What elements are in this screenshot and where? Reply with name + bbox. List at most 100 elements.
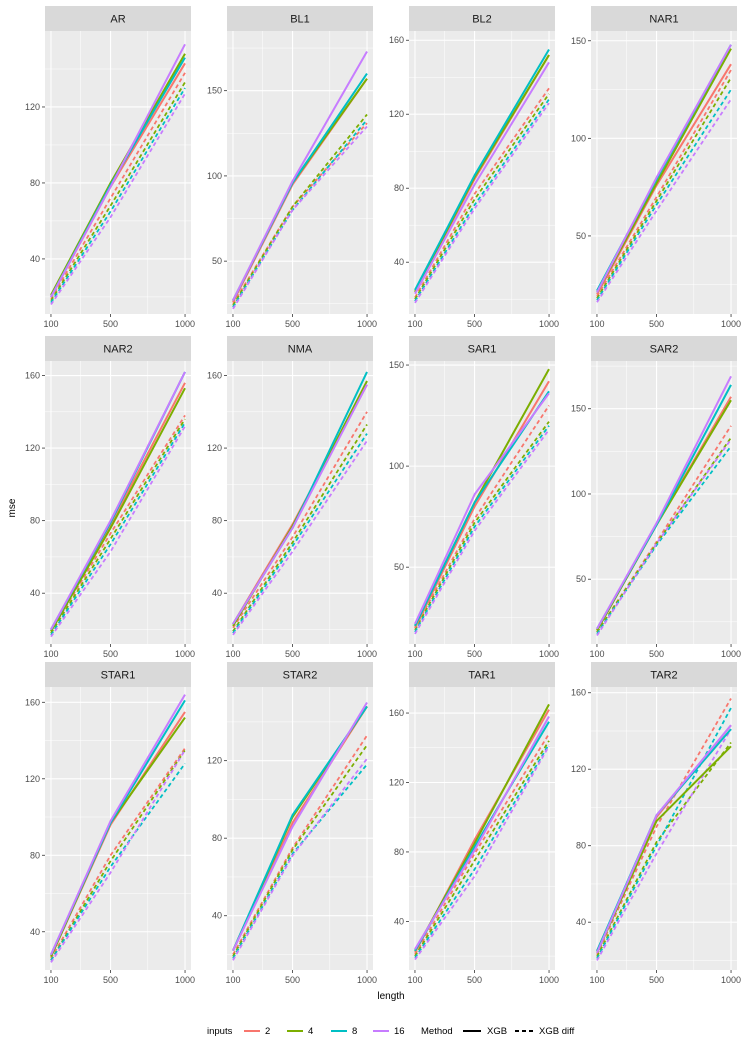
facet-strip	[591, 662, 737, 687]
series-line-xgb-diff-inputs-8	[414, 425, 550, 633]
y-tick-label: 80	[212, 833, 222, 843]
x-tick-label: 100	[225, 319, 240, 329]
y-tick-label: 120	[25, 443, 40, 453]
x-tick-label: 1000	[175, 649, 195, 659]
x-tick-label: 100	[407, 319, 422, 329]
facet-strip-label: SAR1	[468, 344, 497, 356]
series-line-xgb-diff-inputs-8	[232, 433, 368, 634]
series-line-xgb-inputs-16	[232, 701, 368, 952]
x-tick-label: 500	[103, 319, 118, 329]
facet-strip	[409, 6, 555, 31]
facet-strip-label: BL2	[472, 14, 492, 26]
x-tick-label: 100	[225, 975, 240, 985]
series-line-xgb-inputs-16	[50, 694, 186, 956]
series-line-xgb-diff-inputs-8	[50, 762, 186, 961]
y-tick-label: 40	[212, 911, 222, 921]
facet-strip	[227, 6, 373, 31]
series-line-xgb-diff-inputs-8	[414, 98, 550, 302]
y-tick-label: 80	[30, 516, 40, 526]
y-tick-label: 80	[576, 841, 586, 851]
legend-label-inputs-2: 2	[265, 1026, 270, 1037]
series-line-xgb-inputs-16	[596, 724, 732, 954]
facet-strip	[409, 662, 555, 687]
series-line-xgb-diff-inputs-2	[232, 411, 368, 629]
series-line-xgb-diff-inputs-2	[414, 87, 550, 298]
series-line-xgb-inputs-16	[50, 43, 186, 298]
x-tick-label: 500	[285, 649, 300, 659]
series-line-xgb-diff-inputs-8	[414, 743, 550, 959]
y-tick-label: 40	[394, 916, 404, 926]
series-line-xgb-diff-inputs-4	[50, 749, 186, 961]
y-tick-label: 120	[389, 777, 404, 787]
x-tick-label: 500	[285, 975, 300, 985]
y-tick-label: 40	[576, 917, 586, 927]
x-tick-label: 1000	[721, 649, 741, 659]
series-line-xgb-diff-inputs-4	[414, 421, 550, 631]
series-line-xgb-diff-inputs-4	[232, 113, 368, 306]
series-line-xgb-diff-inputs-4	[50, 81, 186, 302]
y-tick-label: 150	[389, 360, 404, 370]
y-tick-label: 40	[30, 927, 40, 937]
y-tick-label: 80	[394, 183, 404, 193]
y-tick-label: 40	[212, 588, 222, 598]
legend-label-inputs-4: 4	[308, 1026, 313, 1037]
facet-strip-label: STAR2	[283, 670, 318, 682]
y-tick-label: 50	[576, 574, 586, 584]
x-tick-label: 1000	[175, 975, 195, 985]
x-tick-label: 500	[649, 975, 664, 985]
series-line-xgb-diff-inputs-16	[50, 93, 186, 306]
x-tick-label: 500	[467, 649, 482, 659]
series-line-xgb-diff-inputs-8	[50, 87, 186, 304]
facet-strip	[227, 336, 373, 361]
panel-background	[409, 361, 555, 644]
legend-title-method: Method	[421, 1026, 453, 1037]
y-tick-label: 40	[394, 257, 404, 267]
series-line-xgb-diff-inputs-2	[50, 747, 186, 959]
series-line-xgb-diff-inputs-16	[232, 758, 368, 961]
x-tick-label: 1000	[539, 649, 559, 659]
series-line-xgb-diff-inputs-16	[414, 102, 550, 304]
legend-title-inputs: inputs	[207, 1026, 233, 1037]
y-tick-label: 160	[25, 697, 40, 707]
legend-label-method-xgb-diff: XGB diff	[539, 1026, 575, 1037]
y-tick-label: 80	[212, 516, 222, 526]
series-line-xgb-diff-inputs-16	[232, 440, 368, 636]
series-line-xgb-diff-inputs-8	[50, 422, 186, 636]
series-line-xgb-inputs-16	[50, 371, 186, 630]
y-tick-label: 50	[576, 231, 586, 241]
series-line-xgb-inputs-16	[232, 384, 368, 625]
facet-strip-label: BL1	[290, 14, 310, 26]
x-tick-label: 1000	[357, 319, 377, 329]
y-tick-label: 120	[25, 102, 40, 112]
x-tick-label: 100	[407, 649, 422, 659]
y-tick-label: 120	[571, 764, 586, 774]
y-tick-label: 120	[207, 756, 222, 766]
x-tick-label: 1000	[721, 319, 741, 329]
y-tick-label: 40	[30, 588, 40, 598]
series-line-xgb-diff-inputs-2	[414, 733, 550, 955]
facet-strip-label: TAR2	[650, 670, 677, 682]
x-tick-label: 1000	[357, 975, 377, 985]
facet-strip	[45, 6, 191, 31]
facet-strip-label: NAR2	[103, 344, 132, 356]
x-tick-label: 500	[649, 649, 664, 659]
x-tick-label: 1000	[539, 319, 559, 329]
y-tick-label: 100	[571, 489, 586, 499]
y-tick-label: 80	[394, 847, 404, 857]
legend-label-inputs-16: 16	[394, 1026, 405, 1037]
panel-background	[45, 687, 191, 970]
y-tick-label: 160	[389, 35, 404, 45]
series-line-xgb-diff-inputs-16	[596, 98, 732, 303]
facet-strip-label: STAR1	[101, 670, 136, 682]
facet-strip	[45, 662, 191, 687]
series-line-xgb-inputs-2	[414, 380, 550, 629]
x-tick-label: 100	[225, 649, 240, 659]
x-tick-label: 500	[467, 975, 482, 985]
series-line-xgb-inputs-8	[414, 48, 550, 291]
series-line-xgb-diff-inputs-4	[414, 93, 550, 300]
y-axis-title: mse	[7, 498, 18, 517]
series-line-xgb-inputs-16	[232, 51, 368, 301]
y-tick-label: 100	[207, 171, 222, 181]
x-tick-label: 1000	[721, 975, 741, 985]
facet-strip-label: NAR1	[649, 14, 678, 26]
